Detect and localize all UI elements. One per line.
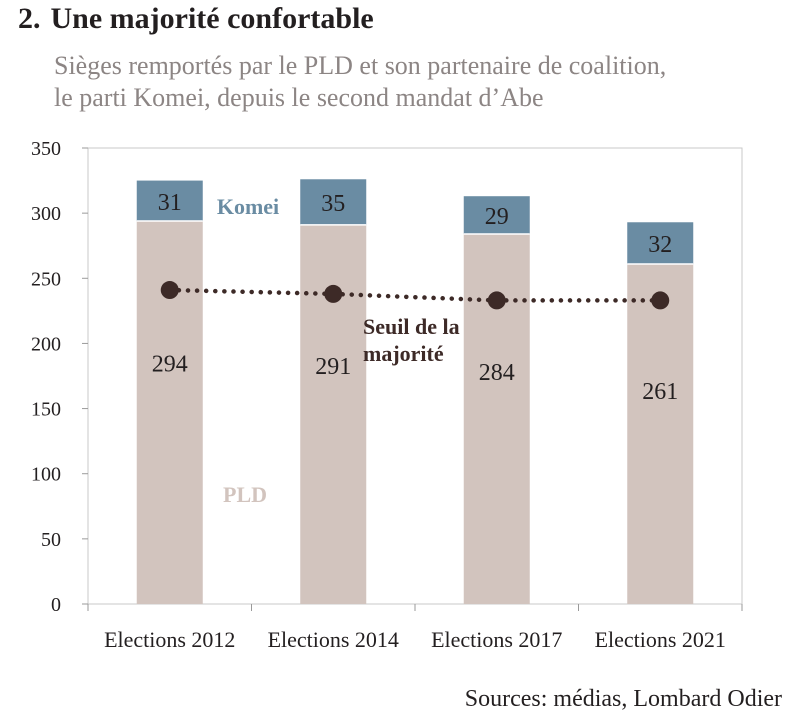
threshold-label-line-2: majorité (363, 341, 444, 366)
data-label-komei: 32 (648, 232, 672, 258)
data-label-komei: 31 (158, 190, 182, 216)
data-label-komei: 35 (321, 191, 345, 217)
threshold-point (651, 291, 670, 310)
y-tick-label: 150 (31, 399, 61, 421)
y-tick-label: 300 (31, 203, 61, 225)
chart-title: 2. Une majorité confortable (18, 2, 374, 36)
bar-komei (627, 222, 694, 264)
bar-komei (136, 180, 203, 221)
y-tick-label: 0 (51, 594, 61, 616)
chart-number: 2. (18, 2, 41, 35)
y-tick-label: 250 (31, 268, 61, 290)
data-label-pld: 291 (315, 354, 351, 380)
bar-pld (463, 233, 530, 604)
subtitle-line-2: le parti Komei, depuis le second mandat … (54, 83, 544, 112)
threshold-point (324, 284, 343, 303)
bar-komei (463, 196, 530, 234)
threshold-point (487, 291, 506, 310)
chart-subtitle: Sièges remportés par le PLD et son parte… (54, 50, 774, 114)
y-tick-label: 100 (31, 464, 61, 486)
series-label-komei: Komei (217, 194, 279, 219)
subtitle-line-1: Sièges remportés par le PLD et son parte… (54, 51, 667, 80)
y-tick-label: 200 (31, 333, 61, 355)
bar-komei (300, 179, 367, 225)
data-label-pld: 284 (479, 360, 515, 386)
chart-title-text: Une majorité confortable (50, 2, 374, 35)
data-label-pld: 261 (642, 379, 678, 405)
bar-pld (300, 224, 367, 604)
category-label: Elections 2017 (431, 627, 562, 652)
category-label: Elections 2021 (595, 627, 726, 652)
data-label-pld: 294 (152, 352, 188, 378)
bar-pld (627, 263, 694, 604)
y-tick-label: 50 (41, 529, 61, 551)
threshold-point (160, 281, 179, 300)
data-label-komei: 29 (485, 204, 509, 230)
series-label-pld: PLD (223, 482, 267, 507)
source-note: Sources: médias, Lombard Odier (464, 686, 782, 712)
category-label: Elections 2012 (104, 627, 235, 652)
threshold-line (167, 287, 663, 303)
threshold-label-line-1: Seuil de la (363, 314, 460, 339)
y-tick-label: 350 (31, 138, 61, 160)
bar-pld (136, 220, 203, 604)
category-label: Elections 2014 (268, 627, 399, 652)
